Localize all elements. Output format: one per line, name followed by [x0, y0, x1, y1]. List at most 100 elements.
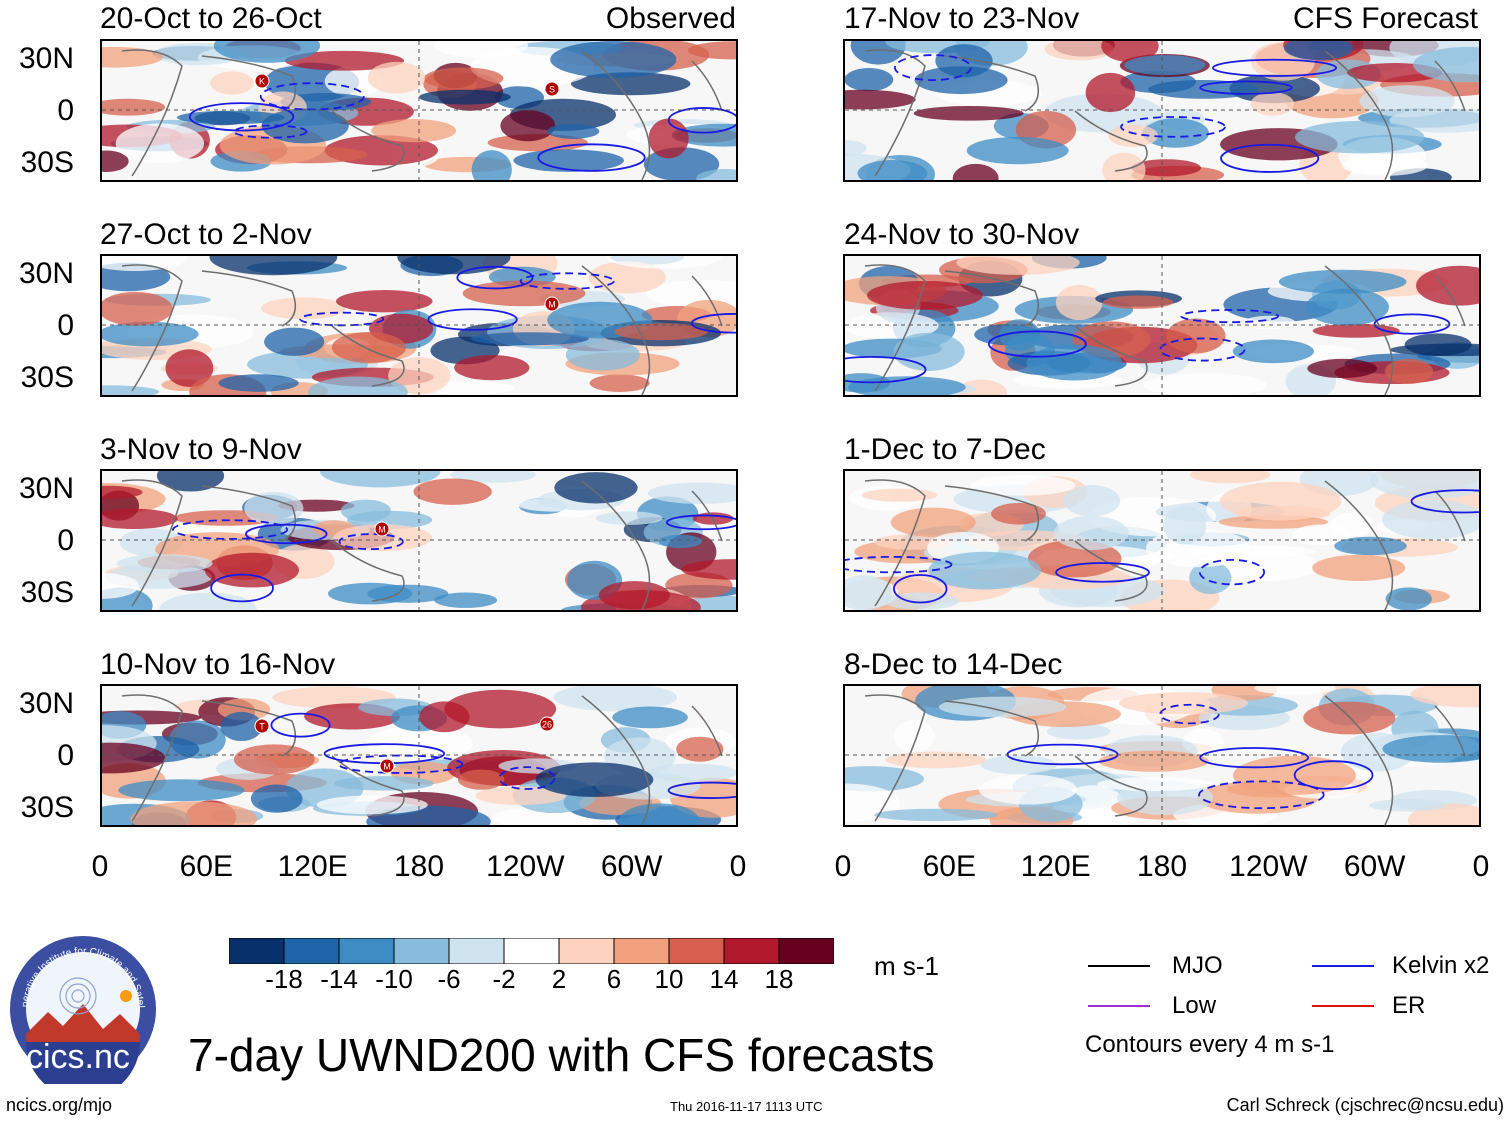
coastline [201, 485, 297, 542]
anomaly-blob [1254, 686, 1336, 695]
anomaly-blob [1097, 777, 1213, 792]
anomaly-blob [1382, 499, 1479, 540]
anomaly-blob [612, 706, 688, 729]
storm-marker: M [379, 758, 395, 774]
storm-marker: S [544, 81, 560, 97]
svg-text:M: M [548, 300, 556, 310]
anomaly-blob [845, 89, 916, 110]
anomaly-blob [1189, 471, 1271, 484]
anomaly-blob [475, 786, 566, 806]
y-label-30n: 30N [18, 472, 74, 505]
x-axis-label: 0 [834, 850, 852, 883]
anomaly-blob [1189, 561, 1232, 595]
y-label-eq: 0 [57, 524, 74, 557]
coastline [581, 480, 651, 610]
kelvin-contour [667, 781, 736, 799]
anomaly-blob [914, 66, 1008, 95]
x-axis-label: 0 [1472, 850, 1490, 883]
y-label-30n: 30N [18, 687, 74, 720]
colorbar-swatch [613, 937, 670, 965]
storm-marker: 26 [539, 716, 555, 732]
anomaly-blob [890, 507, 976, 538]
contour-note: Contours every 4 m s-1 [1085, 1031, 1335, 1058]
anomaly-blob [102, 742, 166, 774]
y-label-30s: 30S [20, 146, 74, 179]
anomaly-blob [261, 297, 346, 320]
anomaly-blob [553, 686, 678, 712]
map-panel-6 [843, 254, 1481, 397]
anomaly-blob [535, 762, 654, 797]
anomaly-blob [1413, 46, 1479, 83]
anomaly-blob [1384, 358, 1434, 384]
anomaly-blob [470, 332, 589, 346]
coastline [581, 265, 651, 395]
anomaly-blob [346, 510, 433, 529]
coastline [121, 264, 183, 392]
svg-text:M: M [383, 762, 391, 772]
y-label-30s: 30S [20, 791, 74, 824]
anomaly-blob [845, 67, 894, 92]
anomaly-blob [893, 719, 935, 753]
anomaly-blob [102, 485, 143, 499]
colorbar-swatch [503, 937, 560, 965]
coastline [864, 694, 926, 822]
anomaly-blob [500, 110, 556, 142]
anomaly-blob [331, 332, 406, 363]
legend-line-er [1312, 1005, 1374, 1007]
panel-title-3: 3-Nov to 9-Nov [100, 433, 302, 466]
kelvin-contour [1180, 309, 1280, 324]
anomaly-blob [218, 374, 299, 392]
colorbar-tick-label: 18 [764, 964, 794, 994]
anomaly-blob [861, 488, 938, 502]
coastline [1074, 325, 1148, 387]
anomaly-blob [1102, 295, 1174, 309]
y-label-eq: 0 [57, 94, 74, 127]
kelvin-contour [665, 514, 736, 531]
anomaly-blob [102, 98, 166, 116]
anomaly-blob [648, 118, 689, 159]
x-axis-label: 0 [91, 850, 109, 883]
legend-label-low: Low [1172, 992, 1217, 1019]
kelvin-contour [1373, 313, 1451, 335]
kelvin-contour [1410, 489, 1479, 514]
footer-author: Carl Schreck (cjschrec@ncsu.edu) [1226, 1095, 1504, 1115]
colorbar-tick-label: -10 [375, 964, 413, 994]
anomaly-blob [250, 784, 303, 813]
anomaly-blob [658, 534, 703, 548]
kelvin-contour [1212, 58, 1338, 77]
anomaly-blob [102, 291, 173, 326]
y-label-30s: 30S [20, 576, 74, 609]
panel-title-7: 1-Dec to 7-Dec [844, 433, 1046, 466]
coastline [944, 700, 1040, 757]
anomaly-blob [1142, 118, 1209, 148]
y-label-eq: 0 [57, 739, 74, 772]
anomaly-blob [1046, 723, 1111, 740]
anomaly-blob [102, 46, 163, 68]
kelvin-contour [845, 555, 953, 574]
anomaly-blob [115, 123, 205, 164]
anomaly-blob [159, 592, 257, 610]
anomaly-blob [696, 168, 736, 180]
anomaly-blob [210, 71, 254, 95]
kelvin-contour [1159, 337, 1246, 362]
anomaly-blob [1385, 587, 1432, 610]
legend-line-mjo [1088, 965, 1150, 967]
kelvin-contour [1199, 747, 1310, 769]
anomaly-blob [324, 65, 384, 97]
anomaly-blob [118, 779, 245, 802]
coastline [1434, 60, 1466, 112]
anomaly-blob [867, 280, 983, 310]
kelvin-contour [1055, 562, 1150, 583]
map-panel-8 [843, 684, 1481, 827]
coastline [201, 270, 297, 327]
anomaly-blob [209, 256, 338, 276]
coastline [1434, 490, 1466, 542]
legend-label-kelvin: Kelvin x2 [1392, 952, 1490, 979]
anomaly-blob [1307, 358, 1378, 379]
kelvin-contour [1293, 760, 1374, 791]
coastline [1074, 755, 1148, 817]
anomaly-blob [938, 696, 1067, 718]
anomaly-blob [1416, 265, 1479, 306]
anomaly-blob [1063, 485, 1121, 517]
footer-link[interactable]: ncics.org/mjo [6, 1095, 113, 1115]
